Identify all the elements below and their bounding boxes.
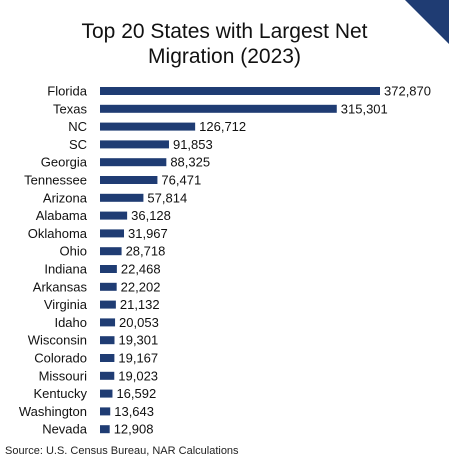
chart-source: Source: U.S. Census Bureau, NAR Calculat… <box>5 445 239 457</box>
category-label: Nevada <box>42 422 88 437</box>
bar <box>100 211 128 220</box>
value-label: 16,592 <box>116 386 156 401</box>
value-label: 22,202 <box>121 279 161 294</box>
value-label: 88,325 <box>170 155 210 170</box>
value-label: 19,301 <box>118 333 158 348</box>
bar <box>100 425 110 434</box>
chart-title: Top 20 States with Largest Net Migration… <box>0 19 449 69</box>
bar <box>100 300 116 309</box>
bar <box>100 318 116 327</box>
category-label: Idaho <box>54 315 87 330</box>
bar <box>100 158 167 167</box>
bar <box>100 407 111 416</box>
bar <box>100 104 337 113</box>
bar <box>100 247 122 256</box>
value-label: 91,853 <box>173 137 213 152</box>
value-label: 22,468 <box>121 262 161 277</box>
category-label: Texas <box>53 101 87 116</box>
value-label: 315,301 <box>341 101 388 116</box>
category-label: Tennessee <box>24 173 87 188</box>
category-label: Oklahoma <box>28 226 88 241</box>
category-label: Arkansas <box>33 279 88 294</box>
value-label: 21,132 <box>120 297 160 312</box>
bar <box>100 265 117 273</box>
value-label: 31,967 <box>128 226 168 241</box>
category-label: Missouri <box>39 368 88 383</box>
bar <box>100 122 196 131</box>
chart-title-line-2: Migration (2023) <box>148 45 301 68</box>
bar <box>100 389 113 398</box>
value-label: 372,870 <box>384 84 431 99</box>
category-label: Indiana <box>44 262 87 277</box>
value-label: 76,471 <box>161 173 201 188</box>
bar <box>100 87 380 95</box>
value-label: 57,814 <box>147 190 187 205</box>
bar <box>100 176 158 184</box>
bar <box>100 371 115 380</box>
bar <box>100 336 115 345</box>
value-label: 13,643 <box>114 404 154 419</box>
category-label: Florida <box>47 84 88 99</box>
category-label: Wisconsin <box>28 333 87 348</box>
bar <box>100 354 115 362</box>
category-label: Virginia <box>44 297 88 312</box>
category-label: Washington <box>19 404 87 419</box>
value-label: 36,128 <box>131 208 171 223</box>
bar <box>100 282 117 291</box>
value-label: 126,712 <box>199 119 246 134</box>
category-label: Arizona <box>43 190 88 205</box>
category-label: Kentucky <box>34 386 88 401</box>
bar <box>100 140 169 149</box>
category-label: Ohio <box>60 244 87 259</box>
category-label: Georgia <box>41 155 88 170</box>
bar <box>100 193 144 202</box>
value-label: 28,718 <box>126 244 166 259</box>
category-label: SC <box>69 137 87 152</box>
value-label: 20,053 <box>119 315 159 330</box>
chart-title-line-1: Top 20 States with Largest Net <box>81 20 368 43</box>
value-label: 12,908 <box>114 422 154 437</box>
value-label: 19,167 <box>118 351 158 366</box>
bar <box>100 229 125 238</box>
value-label: 19,023 <box>118 368 158 383</box>
category-label: Colorado <box>34 351 87 366</box>
corner-accent <box>405 0 449 44</box>
category-label: Alabama <box>36 208 88 223</box>
category-label: NC <box>68 119 87 134</box>
